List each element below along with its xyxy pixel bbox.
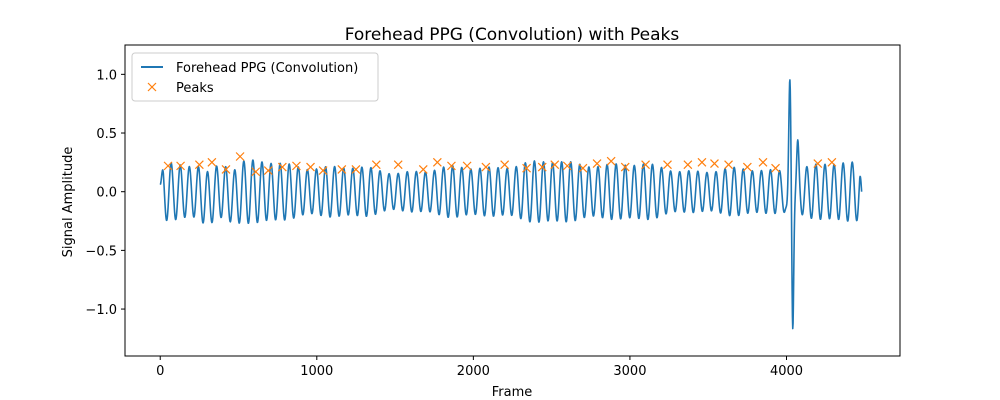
peak-marker <box>176 161 186 171</box>
peak-marker <box>481 162 491 172</box>
ppg-signal-line <box>159 79 863 330</box>
peak-marker <box>683 160 693 170</box>
peak-marker <box>221 164 231 174</box>
peak-marker <box>371 160 381 170</box>
peak-marker <box>432 157 442 167</box>
peak-marker <box>207 157 217 167</box>
x-axis-label: Frame <box>492 385 533 400</box>
peak-marker <box>641 160 651 170</box>
chart-title: Forehead PPG (Convolution) with Peaks <box>345 25 680 45</box>
legend-box <box>131 52 379 102</box>
peak-marker <box>724 160 733 170</box>
x-tick-label: 4000 <box>770 364 803 379</box>
peak-marker <box>351 164 361 174</box>
peak-marker <box>263 166 273 175</box>
peak-marker <box>742 162 752 172</box>
y-tick-label: −1.0 <box>85 303 117 318</box>
x-tick-label: 1000 <box>300 364 333 379</box>
peak-marker <box>251 167 261 177</box>
peak-marker <box>663 160 672 170</box>
legend-peak-marker <box>147 82 157 92</box>
plot-layer <box>159 79 863 330</box>
peak-marker <box>697 157 707 167</box>
peak-marker <box>277 162 287 172</box>
peak-marker <box>592 159 602 168</box>
y-tick-label: 0.0 <box>96 186 117 201</box>
peak-marker <box>813 159 823 168</box>
x-tick-label: 3000 <box>613 364 646 379</box>
peak-marker <box>500 160 510 170</box>
peak-marker <box>620 162 630 172</box>
peak-marker <box>606 156 616 166</box>
y-tick-label: 0.5 <box>96 127 117 142</box>
peak-marker <box>758 157 768 167</box>
x-tick-label: 2000 <box>457 364 490 379</box>
y-tick-label: −0.5 <box>85 244 117 259</box>
peak-marker <box>337 164 347 174</box>
y-tick-label: 1.0 <box>96 68 117 83</box>
peak-marker <box>462 161 472 171</box>
peak-marker <box>578 163 588 173</box>
peak-marker <box>447 161 456 171</box>
peak-marker <box>318 166 328 175</box>
peak-marker <box>306 162 315 172</box>
peak-marker <box>522 163 532 173</box>
peak-marker <box>163 161 173 171</box>
legend-label-peaks: Peaks <box>176 81 214 96</box>
peak-marker <box>235 152 245 161</box>
x-tick-label: 0 <box>156 364 164 379</box>
peak-marker <box>537 162 547 172</box>
y-axis-label: Signal Amplitude <box>61 147 76 258</box>
peak-marker <box>710 159 719 168</box>
legend-label-signal: Forehead PPG (Convolution) <box>176 61 358 76</box>
peak-marker <box>418 164 428 174</box>
peak-marker <box>393 160 403 170</box>
plot-frame <box>124 44 901 357</box>
legend: Forehead PPG (Convolution) Peaks <box>131 52 379 102</box>
peak-marker <box>827 157 837 167</box>
peak-marker <box>292 161 301 171</box>
ticks-layer: 0 1000 2000 3000 4000 −1.0 −0.5 0.0 0.5 1.0 <box>85 68 803 379</box>
peak-marker <box>550 160 560 170</box>
peak-marker <box>562 161 572 171</box>
peak-marker <box>194 160 204 170</box>
peak-marker <box>771 163 780 173</box>
